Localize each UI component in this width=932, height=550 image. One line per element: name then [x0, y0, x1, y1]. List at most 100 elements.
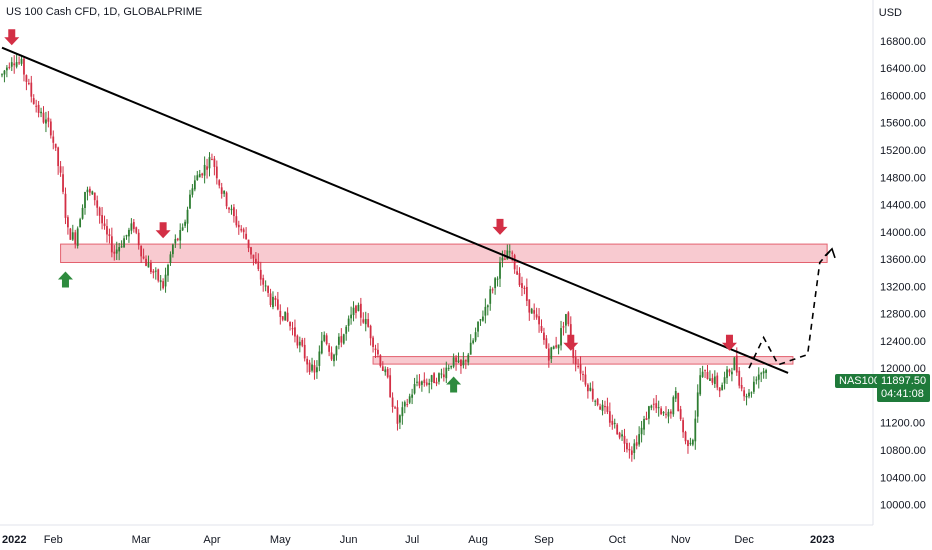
candle-body — [130, 223, 133, 231]
price-tick-label: 13200.00 — [880, 281, 926, 293]
last-price: 11897.50 — [881, 375, 927, 387]
candle-body — [479, 319, 482, 321]
candle-body — [501, 257, 504, 261]
candle-body — [328, 345, 331, 352]
candle-body — [103, 223, 106, 227]
candle-body — [750, 392, 753, 394]
candle-body — [169, 254, 172, 263]
candle-body — [411, 394, 414, 398]
time-tick-label: Apr — [203, 534, 220, 546]
support-resistance-zones — [60, 243, 828, 365]
projection-arrowhead — [824, 247, 836, 259]
candle-body — [1, 74, 3, 76]
candle-body — [81, 207, 84, 219]
candle-body — [374, 348, 377, 351]
candle-body — [430, 375, 433, 382]
time-axis: 2022 Feb Mar Apr May Jun Jul Aug Sep Oct Nov Dec 202… — [2, 534, 834, 546]
candle-body — [369, 325, 372, 339]
candle-body — [294, 327, 296, 337]
candle-body — [52, 136, 55, 143]
candle-body — [147, 263, 150, 268]
candle-body — [59, 166, 62, 173]
candle-body — [128, 229, 130, 237]
candle-body — [533, 310, 536, 314]
candle-body — [347, 318, 350, 326]
candle-body — [721, 384, 724, 391]
candle-body — [584, 374, 587, 385]
time-tick-label: Nov — [671, 534, 691, 546]
candle-body — [657, 407, 660, 409]
candle-body — [679, 409, 682, 420]
price-tick-label: 12000.00 — [880, 363, 926, 375]
candle-body — [113, 251, 116, 254]
candle-body — [242, 229, 245, 233]
candle-body — [638, 434, 641, 445]
candle-body — [420, 381, 423, 385]
candle-body — [30, 82, 33, 97]
candle-body — [462, 360, 465, 366]
candle-body — [196, 175, 199, 181]
candle-body — [286, 312, 289, 322]
candle-body — [699, 375, 702, 395]
candle-body — [335, 346, 338, 356]
candle-body — [323, 334, 326, 341]
candle-body — [254, 258, 257, 264]
candle-body — [37, 104, 40, 113]
candle-body — [140, 245, 143, 257]
candle-body — [682, 420, 684, 433]
candle-body — [457, 360, 460, 363]
candle-body — [650, 405, 653, 408]
candle-body — [201, 173, 204, 176]
zone-1 — [372, 356, 794, 365]
candle-body — [740, 385, 743, 389]
candle-body — [591, 388, 594, 400]
candle-body — [464, 360, 467, 362]
candle-body — [13, 63, 16, 66]
last-price-badge: 11897.50 04:41:08 — [877, 374, 931, 402]
candle-body — [640, 427, 643, 435]
candle-body — [467, 354, 470, 363]
symbol-badge: NAS100 — [835, 374, 884, 388]
time-tick-label: 2023 — [810, 534, 834, 546]
candle-body — [521, 283, 523, 288]
candle-body — [372, 337, 374, 348]
candle-body — [496, 278, 499, 280]
candle-body — [45, 119, 47, 124]
candle-body — [621, 434, 623, 437]
price-tick-label: 16000.00 — [880, 90, 926, 102]
candle-body — [330, 352, 333, 360]
candle-body — [599, 406, 601, 410]
candle-body — [523, 287, 526, 289]
candle-body — [596, 398, 599, 405]
candle-body — [560, 328, 562, 346]
time-tick-label: May — [270, 534, 291, 546]
candle-body — [145, 258, 147, 266]
candle-body — [237, 224, 240, 228]
candle-body — [186, 209, 189, 224]
candle-body — [765, 370, 767, 373]
time-tick-label: 2022 — [2, 534, 26, 546]
price-tick-label: 13600.00 — [880, 254, 926, 266]
candle-body — [648, 406, 650, 419]
price-tick-label: 15600.00 — [880, 118, 926, 130]
candle-body — [281, 316, 284, 320]
candle-body — [403, 402, 406, 407]
candle-body — [381, 366, 384, 371]
candle-body — [215, 166, 218, 179]
candle-body — [696, 392, 699, 417]
candle-body — [118, 247, 121, 252]
candle-body — [401, 407, 404, 417]
candle-body — [701, 371, 704, 377]
candle-body — [499, 261, 501, 279]
candle-body — [711, 378, 714, 383]
candle-body — [198, 174, 201, 178]
candle-body — [47, 117, 50, 122]
candle-body — [757, 374, 760, 380]
trendline — [1, 46, 789, 374]
candle-body — [565, 314, 567, 326]
candle-body — [23, 58, 25, 75]
candle-body — [159, 280, 162, 283]
candle-body — [645, 418, 648, 420]
candle-body — [79, 219, 82, 228]
